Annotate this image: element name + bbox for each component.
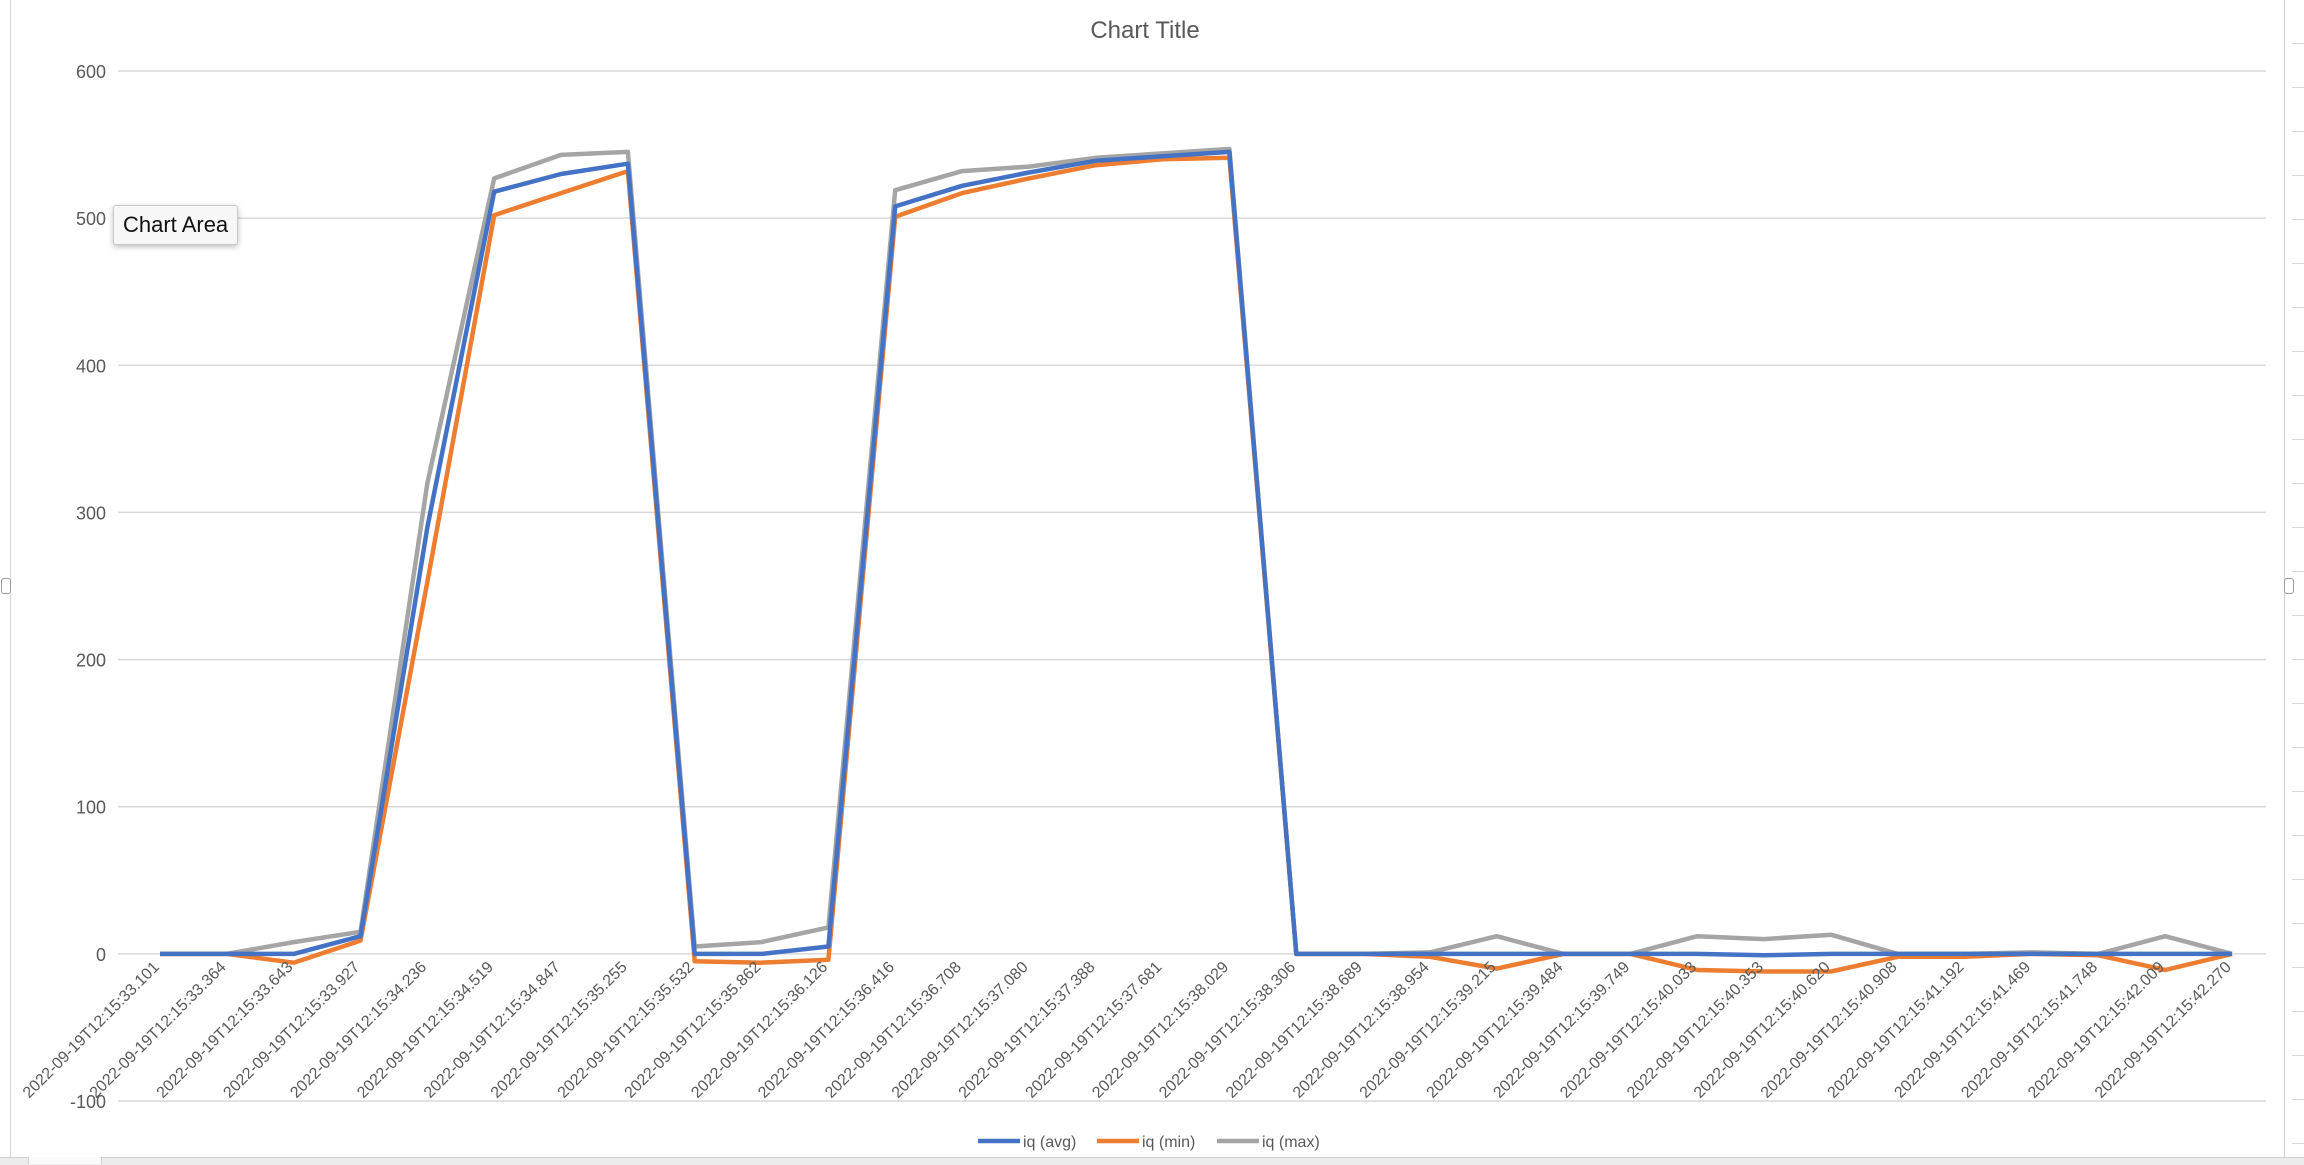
resize-handle-right[interactable] bbox=[2284, 578, 2294, 594]
x-axis-ticks: 2022-09-19T12:15:33.1012022-09-19T12:15:… bbox=[20, 959, 2235, 1102]
series-line bbox=[160, 155, 2233, 974]
sheet-row-lines bbox=[2292, 0, 2304, 1164]
y-tick-label: 200 bbox=[76, 651, 106, 671]
y-tick-label: 400 bbox=[76, 356, 106, 376]
x-tick-label: 2022-09-19T12:15:42.009 bbox=[2025, 959, 2168, 1102]
x-tick-label: 2022-09-19T12:15:36.708 bbox=[822, 959, 965, 1102]
legend-label: iq (avg) bbox=[1023, 1134, 1076, 1151]
x-tick-label: 2022-09-19T12:15:41.748 bbox=[1958, 959, 2101, 1102]
legend-label: iq (max) bbox=[1262, 1134, 1320, 1151]
x-tick-label: 2022-09-19T12:15:33.364 bbox=[87, 959, 230, 1102]
sheet-bottom-strip bbox=[0, 1157, 2304, 1165]
x-tick-label: 2022-09-19T12:15:40.620 bbox=[1691, 959, 1834, 1102]
x-tick-label: 2022-09-19T12:15:35.255 bbox=[488, 959, 631, 1102]
chart-title[interactable]: Chart Title bbox=[1090, 17, 1199, 44]
x-tick-label: 2022-09-19T12:15:41.192 bbox=[1825, 959, 1968, 1102]
x-tick-label: 2022-09-19T12:15:35.862 bbox=[622, 959, 765, 1102]
chart-area-tooltip: Chart Area bbox=[113, 205, 239, 245]
y-tick-label: 0 bbox=[96, 945, 106, 965]
y-tick-label: 500 bbox=[76, 209, 106, 229]
x-tick-label: 2022-09-19T12:15:38.029 bbox=[1089, 959, 1232, 1102]
x-tick-label: 2022-09-19T12:15:39.749 bbox=[1490, 959, 1633, 1102]
x-tick-label: 2022-09-19T12:15:37.080 bbox=[889, 959, 1032, 1102]
x-tick-label: 2022-09-19T12:15:34.847 bbox=[421, 959, 564, 1102]
y-tick-label: 300 bbox=[76, 503, 106, 523]
x-tick-label: 2022-09-19T12:15:39.484 bbox=[1424, 959, 1567, 1102]
series-lines bbox=[160, 146, 2233, 974]
x-tick-label: 2022-09-19T12:15:36.416 bbox=[755, 959, 898, 1102]
x-tick-label: 2022-09-19T12:15:42.270 bbox=[2092, 959, 2235, 1102]
x-tick-label: 2022-09-19T12:15:40.908 bbox=[1758, 959, 1901, 1102]
x-tick-label: 2022-09-19T12:15:36.126 bbox=[688, 959, 831, 1102]
x-tick-label: 2022-09-19T12:15:37.681 bbox=[1023, 959, 1166, 1102]
x-tick-label: 2022-09-19T12:15:38.689 bbox=[1223, 959, 1366, 1102]
gridlines bbox=[118, 70, 2266, 1102]
x-tick-label: 2022-09-19T12:15:34.519 bbox=[354, 959, 497, 1102]
x-tick-label: 2022-09-19T12:15:40.353 bbox=[1624, 959, 1767, 1102]
y-tick-label: 100 bbox=[76, 798, 106, 818]
y-tick-label: 600 bbox=[76, 62, 106, 82]
series-line bbox=[160, 146, 2233, 957]
x-tick-label: 2022-09-19T12:15:33.643 bbox=[154, 959, 297, 1102]
x-tick-label: 2022-09-19T12:15:38.306 bbox=[1156, 959, 1299, 1102]
x-tick-label: 2022-09-19T12:15:34.236 bbox=[287, 959, 430, 1102]
x-tick-label: 2022-09-19T12:15:37.388 bbox=[956, 959, 1099, 1102]
y-tick-label: -100 bbox=[70, 1092, 106, 1112]
x-tick-label: 2022-09-19T12:15:39.215 bbox=[1357, 959, 1500, 1102]
x-tick-label: 2022-09-19T12:15:33.101 bbox=[20, 959, 163, 1102]
x-tick-label: 2022-09-19T12:15:35.532 bbox=[555, 959, 698, 1102]
series-line bbox=[160, 149, 2232, 958]
sheet-tab-stub[interactable] bbox=[28, 1157, 102, 1164]
x-tick-label: 2022-09-19T12:15:33.927 bbox=[220, 959, 363, 1102]
y-axis-ticks: -100 0 100 200 300 400 500 600 bbox=[70, 62, 106, 1112]
x-tick-label: 2022-09-19T12:15:41.469 bbox=[1891, 959, 2034, 1102]
legend: iq (avg) iq (min) iq (max) bbox=[978, 1134, 1320, 1151]
x-tick-label: 2022-09-19T12:15:38.954 bbox=[1290, 959, 1433, 1102]
legend-label: iq (min) bbox=[1142, 1134, 1195, 1151]
x-tick-label: 2022-09-19T12:15:40.033 bbox=[1557, 959, 1700, 1102]
resize-handle-left[interactable] bbox=[1, 578, 11, 594]
